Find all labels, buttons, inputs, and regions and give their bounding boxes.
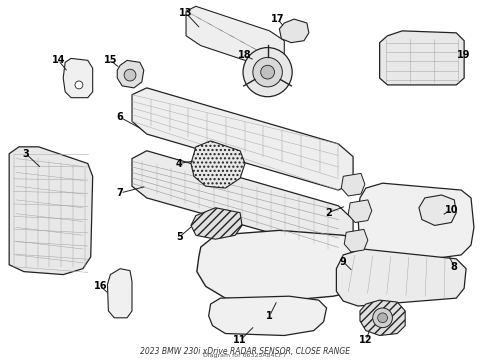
Circle shape (378, 313, 388, 323)
Polygon shape (117, 60, 144, 88)
Text: 4: 4 (176, 158, 183, 168)
Polygon shape (209, 296, 326, 336)
Text: 16: 16 (94, 282, 107, 291)
Text: 6: 6 (117, 112, 123, 122)
Text: 13: 13 (179, 8, 193, 18)
Polygon shape (358, 183, 474, 265)
Polygon shape (132, 151, 353, 252)
Polygon shape (191, 141, 245, 188)
Text: 2: 2 (325, 208, 332, 218)
Polygon shape (107, 269, 132, 318)
Circle shape (243, 48, 292, 97)
Polygon shape (380, 31, 464, 85)
Circle shape (124, 69, 136, 81)
Circle shape (373, 308, 392, 328)
Polygon shape (197, 230, 388, 301)
Polygon shape (419, 195, 456, 225)
Text: 15: 15 (103, 55, 117, 66)
Polygon shape (9, 147, 93, 275)
Text: 2023 BMW 230i xDrive RADAR SENSOR, CLOSE RANGE: 2023 BMW 230i xDrive RADAR SENSOR, CLOSE… (140, 347, 350, 356)
Polygon shape (63, 58, 93, 98)
Text: 11: 11 (233, 336, 247, 345)
Text: 5: 5 (176, 232, 183, 242)
Text: 10: 10 (444, 205, 458, 215)
Polygon shape (344, 229, 368, 252)
Text: 12: 12 (359, 336, 372, 345)
Circle shape (75, 81, 83, 89)
Polygon shape (342, 174, 365, 196)
Text: 9: 9 (340, 257, 346, 267)
Text: 3: 3 (23, 149, 29, 159)
Polygon shape (337, 249, 466, 306)
Text: 18: 18 (238, 50, 252, 60)
Circle shape (261, 65, 274, 79)
Text: 1: 1 (266, 311, 273, 321)
Text: 19: 19 (457, 50, 471, 60)
Polygon shape (186, 6, 284, 70)
Polygon shape (348, 200, 372, 222)
Circle shape (253, 57, 282, 87)
Text: Diagram for 66325A84CF7: Diagram for 66325A84CF7 (203, 353, 287, 358)
Polygon shape (360, 300, 405, 336)
Polygon shape (191, 208, 242, 239)
Text: 8: 8 (451, 262, 458, 272)
Text: 7: 7 (117, 188, 123, 198)
Text: 17: 17 (270, 14, 284, 24)
Polygon shape (279, 19, 309, 43)
Text: 14: 14 (51, 55, 65, 66)
Polygon shape (132, 88, 353, 190)
